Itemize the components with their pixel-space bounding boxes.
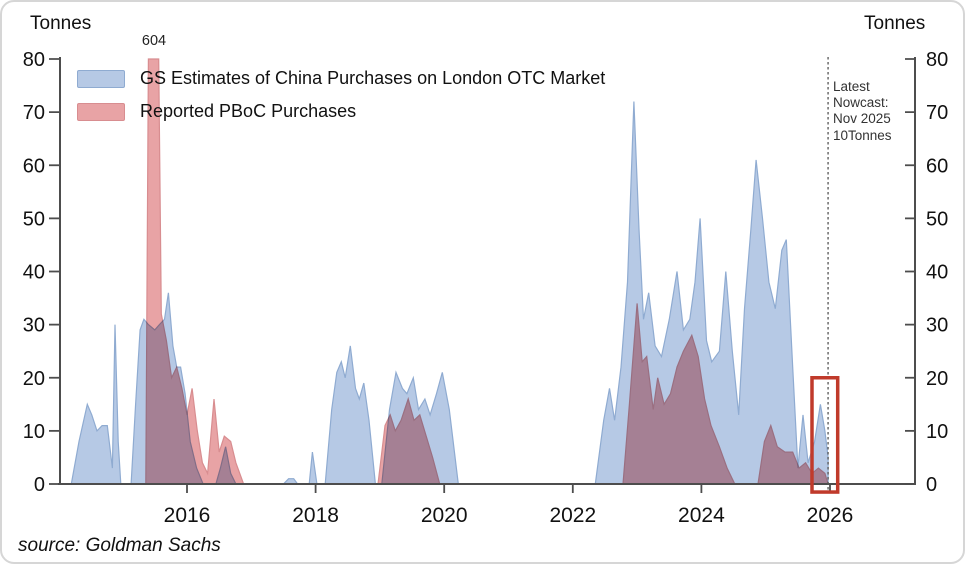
- legend-label: Reported PBoC Purchases: [140, 101, 357, 121]
- y-tick-label-left: 60: [23, 155, 45, 177]
- y-tick-label-left: 80: [23, 49, 45, 71]
- y-tick-label-right: 70: [926, 102, 948, 124]
- latest-nowcast-highlight-box: [810, 376, 840, 494]
- x-tick-label: 2026: [807, 504, 854, 527]
- y-tick-label-left: 40: [23, 262, 45, 284]
- y-tick-label-right: 80: [926, 49, 948, 71]
- y-tick-label-right: 10: [926, 421, 948, 443]
- x-tick-label: 2020: [421, 504, 468, 527]
- y-tick-label-left: 30: [23, 315, 45, 337]
- y-tick-label-left: 50: [23, 208, 45, 230]
- y-tick-label-left: 10: [23, 421, 45, 443]
- legend: GS Estimates of China Purchases on Londo…: [77, 68, 605, 134]
- spike-value-label: 604: [141, 33, 167, 49]
- y-tick-label-right: 50: [926, 208, 948, 230]
- chart-annotations: [810, 57, 840, 494]
- x-tick-label: 2018: [292, 504, 339, 527]
- y-tick-label-left: 70: [23, 102, 45, 124]
- x-tick-label: 2024: [678, 504, 725, 527]
- legend-item-gs-estimates: GS Estimates of China Purchases on Londo…: [77, 68, 605, 89]
- y-tick-label-right: 40: [926, 262, 948, 284]
- source-text: source: Goldman Sachs: [18, 535, 221, 556]
- y-tick-label-right: 30: [926, 315, 948, 337]
- x-tick-label: 2022: [549, 504, 596, 527]
- nowcast-annotation: Latest Nowcast: Nov 2025 10Tonnes: [833, 79, 892, 143]
- legend-item-pboc-reported: Reported PBoC Purchases: [77, 101, 605, 122]
- y-tick-label-right: 0: [926, 474, 937, 496]
- y-axis-title-right: Tonnes: [864, 13, 926, 34]
- legend-swatch-icon: [77, 69, 125, 88]
- y-tick-label-left: 0: [34, 474, 45, 496]
- y-tick-label-left: 20: [23, 368, 45, 390]
- x-tick-label: 2016: [164, 504, 211, 527]
- legend-swatch-icon: [77, 102, 125, 121]
- y-tick-label-right: 20: [926, 368, 948, 390]
- y-axis-title-left: Tonnes: [30, 13, 92, 34]
- y-tick-label-right: 60: [926, 155, 948, 177]
- legend-label: GS Estimates of China Purchases on Londo…: [140, 68, 606, 88]
